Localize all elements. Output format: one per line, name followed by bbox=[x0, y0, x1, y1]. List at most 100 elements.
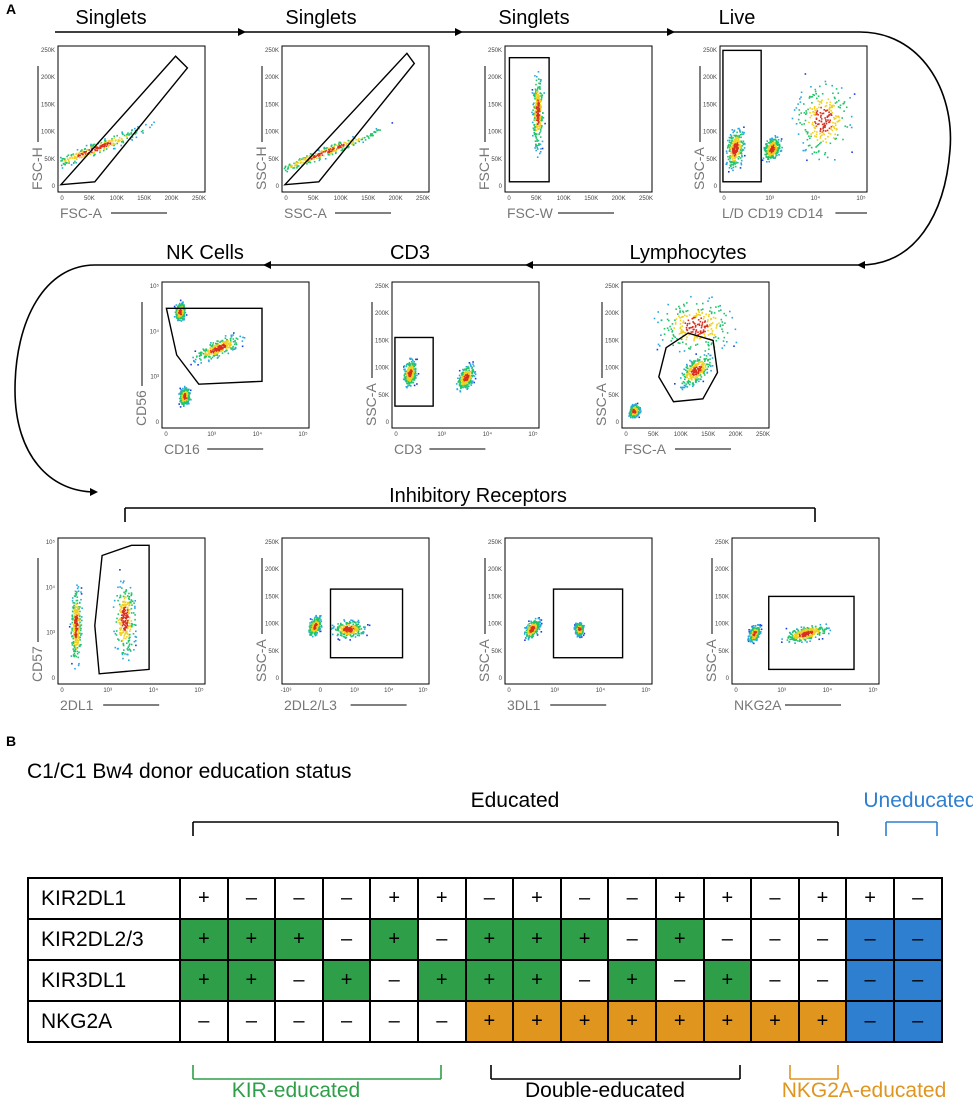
y-tick-label: 200K bbox=[488, 75, 502, 81]
y-tick-label: 200K bbox=[703, 75, 717, 81]
x-tick-label: 250K bbox=[756, 432, 770, 438]
inhibitory-receptors-title: Inhibitory Receptors bbox=[389, 485, 567, 507]
table-cell: + bbox=[179, 918, 229, 961]
x-tick-label: -10³ bbox=[281, 688, 292, 694]
y-tick-label: 200K bbox=[265, 567, 279, 573]
stage-label-singlets-3: Singlets bbox=[498, 7, 569, 29]
x-tick-label: 0 bbox=[164, 432, 168, 438]
y-tick-label: 50K bbox=[491, 157, 502, 163]
y-tick-label: 0 bbox=[52, 184, 56, 190]
table-cell: + bbox=[797, 877, 848, 920]
plot-frame bbox=[731, 537, 880, 685]
y-axis-label: FSC-H bbox=[476, 147, 492, 190]
y-tick-label: 200K bbox=[265, 75, 279, 81]
x-tick-label: 250K bbox=[639, 196, 653, 202]
panel-a-letter: A bbox=[6, 1, 16, 17]
plot-frame bbox=[719, 45, 868, 193]
table-cell: – bbox=[226, 1000, 277, 1043]
plot-frame bbox=[57, 537, 206, 685]
gate bbox=[508, 56, 550, 183]
table-cell: – bbox=[321, 1000, 372, 1043]
arrowheads-row2 bbox=[90, 261, 533, 496]
gate bbox=[768, 595, 855, 671]
plot-frame bbox=[391, 281, 540, 429]
arrowheads-row1 bbox=[238, 28, 865, 269]
table-cell: – bbox=[702, 918, 753, 961]
table-cell: + bbox=[702, 877, 753, 920]
flow-plots: 0 50K 100K 150K 200K 250K 0 50K 100K 150K 200K 250K… bbox=[29, 45, 880, 713]
x-axis-label: CD16 bbox=[164, 441, 200, 457]
table-cell: + bbox=[559, 1000, 610, 1043]
double-educated-bracket bbox=[490, 1065, 741, 1080]
x-axis-label: SSC-A bbox=[284, 205, 327, 221]
x-tick-label: 10³ bbox=[765, 196, 774, 202]
table-cell: – bbox=[226, 877, 277, 920]
y-tick-label: 100K bbox=[605, 366, 619, 372]
table-cell: – bbox=[559, 959, 610, 1002]
y-axis-label: SSC-A bbox=[703, 639, 719, 682]
y-tick-label: 150K bbox=[375, 338, 389, 344]
y-tick-label: 50K bbox=[608, 393, 619, 399]
table-row: KIR3DL1 + + – + – + + + – + – + – – – – bbox=[27, 959, 943, 1002]
y-tick-label: 250K bbox=[605, 284, 619, 290]
x-tick-label: 10⁴ bbox=[149, 687, 159, 694]
x-tick-label: 0 bbox=[624, 432, 628, 438]
plot-events bbox=[725, 73, 856, 173]
y-axis-label: FSC-H bbox=[29, 147, 45, 190]
table-cell: + bbox=[702, 959, 753, 1002]
x-tick-label: 250K bbox=[416, 196, 430, 202]
education-status-table: KIR2DL1 + – – – + + – + – – + + – + + – KIR2DL2/3 + + + – + – + +… bbox=[27, 877, 943, 1043]
plot-events bbox=[308, 614, 371, 641]
y-tick-label: 50K bbox=[378, 393, 389, 399]
plot-events bbox=[531, 71, 546, 158]
table-row: NKG2A – – – – – – + + + + + + + + – – bbox=[27, 1000, 943, 1043]
figure-canvas: A Singlets Singlets Singlets Live NK Cel… bbox=[6, 1, 973, 836]
y-tick-label: 0 bbox=[499, 676, 503, 682]
y-tick-label: 0 bbox=[499, 184, 503, 190]
row-label: KIR2DL1 bbox=[27, 877, 181, 920]
plot-events bbox=[402, 357, 477, 393]
x-tick-label: 200K bbox=[165, 196, 179, 202]
y-tick-label: 100K bbox=[715, 622, 729, 628]
x-axis-label: L/D CD19 CD14 bbox=[722, 205, 823, 221]
table-cell: – bbox=[559, 877, 610, 920]
table-cell: – bbox=[274, 959, 324, 1002]
plot-3dl1: 0 10³ 10⁴ 10⁵ 0 50K 100K 150K 200K 250K 3DL1 SSC-A bbox=[476, 537, 653, 713]
plot-lymphocytes: 0 50K 100K 150K 200K 250K 0 50K 100K 150K 200K 250K… bbox=[593, 281, 770, 457]
uneducated-label: Uneducated bbox=[863, 789, 973, 812]
table-cell: – bbox=[892, 1000, 943, 1043]
x-axis-label: 3DL1 bbox=[507, 697, 541, 713]
x-axis-label: 2DL2/L3 bbox=[284, 697, 337, 713]
y-tick-label: 200K bbox=[41, 75, 55, 81]
y-tick-label: 0 bbox=[276, 676, 280, 682]
y-tick-label: 150K bbox=[488, 102, 502, 108]
y-tick-label: 10⁴ bbox=[46, 584, 56, 591]
x-tick-label: 10³ bbox=[550, 688, 559, 694]
y-tick-label: 50K bbox=[491, 649, 502, 655]
x-tick-label: 10³ bbox=[207, 432, 216, 438]
plot-nkg2a: 0 10³ 10⁴ 10⁵ 0 50K 100K 150K 200K 250K NKG2A SSC-A bbox=[703, 537, 880, 713]
x-tick-label: 0 bbox=[394, 432, 398, 438]
table-cell: + bbox=[274, 918, 324, 961]
plot-frame bbox=[57, 45, 206, 193]
y-tick-label: 50K bbox=[718, 649, 729, 655]
row-label: KIR2DL2/3 bbox=[27, 918, 181, 961]
table-cell: – bbox=[369, 1000, 419, 1043]
plot-2dl1: 0 10³ 10⁴ 10⁵ 0 10³ 10⁴ 10⁵ 2DL1 CD57 bbox=[29, 537, 206, 713]
panel-b-letter: B bbox=[6, 733, 16, 749]
table-cell: + bbox=[559, 918, 610, 961]
stage-label-singlets-2: Singlets bbox=[285, 7, 356, 29]
x-tick-label: 200K bbox=[729, 432, 743, 438]
gate bbox=[658, 332, 719, 403]
table-cell: – bbox=[845, 918, 895, 961]
plot-frame bbox=[281, 537, 430, 685]
table-cell: + bbox=[226, 959, 277, 1002]
plot-2dl2-l3: -10³ 0 10³ 10⁴ 10⁵050K100K150K200K250K2DL2/L… bbox=[253, 537, 430, 713]
table-cell: – bbox=[845, 1000, 895, 1043]
plot-fsc-a-vs-fsc-h: 0 50K 100K 150K 200K 250K 0 50K 100K 150K 200K 250K… bbox=[29, 45, 206, 221]
table-cell: + bbox=[226, 918, 277, 961]
x-tick-label: 50K bbox=[308, 196, 319, 202]
y-axis-label: SSC-A bbox=[593, 383, 609, 426]
x-tick-label: 10³ bbox=[777, 688, 786, 694]
educated-label: Educated bbox=[471, 789, 560, 812]
